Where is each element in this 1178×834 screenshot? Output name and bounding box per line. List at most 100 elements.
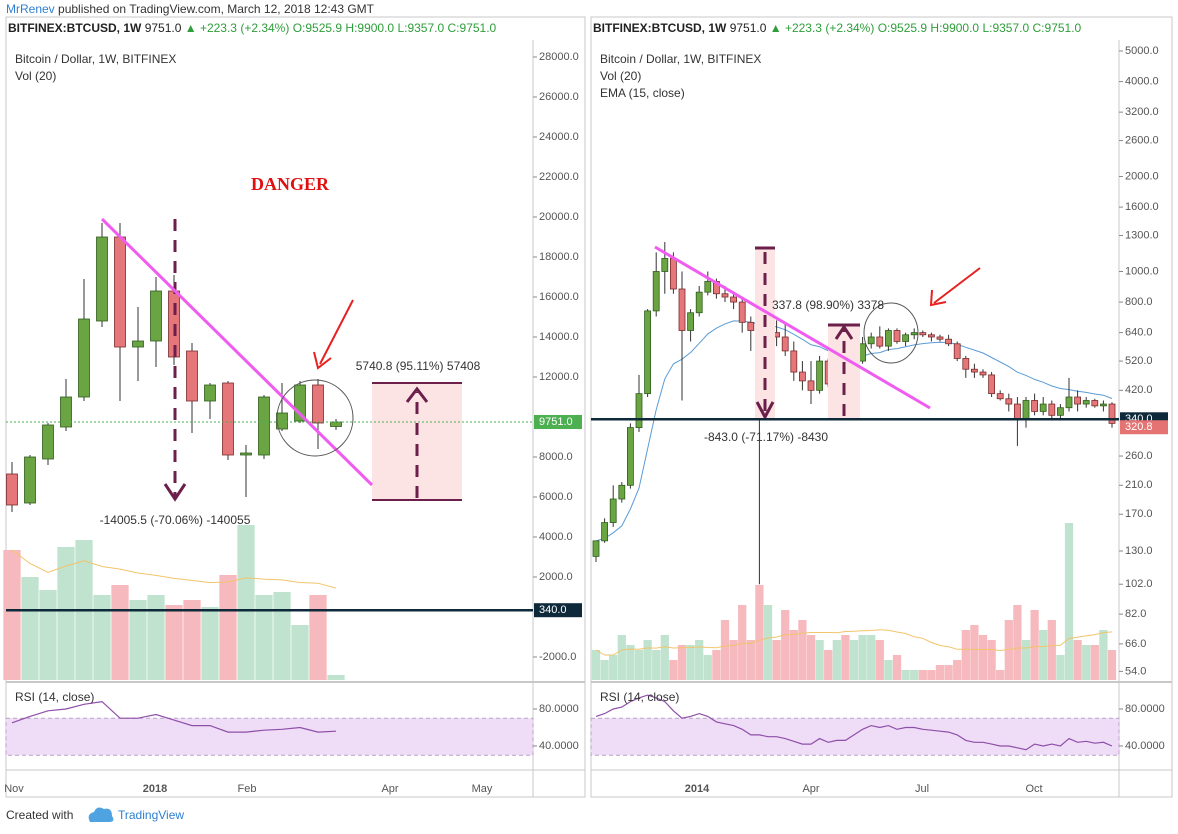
y-tick-label: 82.0	[1125, 608, 1146, 620]
ohlc: L:9357.0	[397, 21, 444, 35]
volume-bar	[763, 605, 773, 680]
volume-bar	[996, 670, 1005, 680]
labels: BITFINEX:BTCUSD, 1W 9751.0 ▲ +223.3 (+2.…	[6, 21, 1168, 704]
arrow-head	[755, 401, 775, 421]
candle-body	[609, 498, 617, 523]
volume-bar	[1056, 655, 1065, 680]
footer-brand[interactable]: TradingView	[118, 808, 184, 822]
panes: 28000.0 26000.0 24000.0 22000.0 20000.0 18000…	[4, 16, 1173, 798]
legend-entry: Bitcoin / Dollar, 1W, BITFINEX	[15, 52, 176, 66]
legend-entry: Vol (20)	[600, 69, 641, 83]
volume-bar	[183, 600, 201, 680]
volume-bar	[93, 595, 111, 680]
volume-bar	[910, 670, 919, 680]
y-tick-label: 12000.0	[539, 371, 579, 383]
candle-body	[42, 424, 54, 460]
y-tick-label: 14000.0	[539, 331, 579, 343]
legend-entry: EMA (15, close)	[600, 86, 685, 100]
volume-bar	[643, 640, 652, 680]
volume-bar	[832, 640, 841, 680]
change: ▲ +223.3 (+2.34%)	[185, 21, 290, 35]
volume-ma	[11, 549, 337, 589]
volume-bar	[849, 640, 859, 680]
price-tag	[534, 414, 582, 429]
y-tick-label: 640.0	[1125, 327, 1153, 339]
ohlc: H:9900.0	[345, 21, 394, 35]
rsi-tick-label: 80.0000	[1125, 703, 1165, 715]
candle-body	[222, 382, 234, 456]
volume-bar	[273, 592, 291, 680]
y-tick-label: 5000.0	[1125, 45, 1159, 57]
ohlc: C:9751.0	[1033, 21, 1082, 35]
ohlc: O:9525.9	[878, 21, 928, 35]
volume-bar	[111, 585, 129, 680]
y-tick-label: 2000.0	[1125, 170, 1159, 182]
annotation: -843.0 (-71.17%) -8430	[704, 430, 828, 444]
candle-body	[1100, 403, 1107, 407]
candle-body	[1014, 403, 1021, 420]
volume-bar	[720, 620, 730, 680]
volume-bar	[935, 665, 945, 680]
candle-body	[807, 380, 815, 391]
volume-bar	[858, 635, 867, 680]
volume-bar	[970, 625, 979, 680]
volume-bar	[712, 650, 721, 680]
volume-bar	[703, 655, 712, 680]
y-tick-label: 4000.0	[539, 531, 573, 543]
highlight-circle	[863, 302, 919, 364]
volume-bar	[1030, 610, 1039, 680]
x-tick-label: 2014	[685, 783, 710, 795]
candle-body	[60, 396, 72, 428]
brand-icon	[88, 807, 114, 822]
volume-bar	[901, 670, 910, 680]
candle-body	[747, 321, 755, 331]
candle-body	[1005, 398, 1013, 405]
volume-bar	[1064, 523, 1074, 680]
volume-bar	[1090, 645, 1099, 680]
volume-bar	[686, 645, 695, 680]
candle-body	[816, 360, 823, 391]
candle-body	[979, 371, 987, 376]
candle-body	[330, 421, 342, 427]
volume-bar	[1021, 640, 1031, 680]
volume-bar	[634, 650, 644, 680]
volume-bar	[738, 605, 747, 680]
volume-bar	[875, 640, 884, 680]
marks	[3, 223, 1117, 751]
candle-body	[910, 332, 918, 336]
arrow-head	[163, 483, 187, 502]
symbol: BITFINEX:BTCUSD, 1W	[8, 21, 142, 35]
volume-bar	[147, 595, 165, 680]
volume-bar	[237, 525, 255, 680]
volume-bar	[695, 640, 704, 680]
candle-body	[661, 258, 669, 272]
volume-bar	[927, 670, 936, 680]
volume-bar	[1107, 650, 1117, 680]
ohlc: H:9900.0	[930, 21, 979, 35]
candle-body	[1082, 400, 1090, 405]
candle-body	[971, 368, 978, 373]
y-tick-label: -2000.0	[539, 651, 576, 663]
volume-bar	[978, 635, 988, 680]
volume-bar	[1047, 620, 1056, 680]
pane-frame	[590, 16, 1173, 798]
x-tick-label: 2018	[143, 783, 167, 795]
candle-body	[24, 456, 36, 504]
red-arrow-head	[313, 351, 332, 370]
price-tag-label: 340.0	[539, 604, 567, 616]
volume-bar	[806, 635, 816, 680]
volume-bar	[669, 660, 678, 680]
candle-body	[670, 258, 677, 290]
volume-bar	[772, 640, 781, 680]
y-tick-label: 22000.0	[539, 171, 579, 183]
y-tick-label: 20000.0	[539, 211, 579, 223]
y-tick-label: 28000.0	[539, 51, 579, 63]
y-tick-label: 24000.0	[539, 131, 579, 143]
candle-body	[695, 291, 703, 314]
author[interactable]: MrRenev	[6, 2, 55, 16]
candle-body	[996, 393, 1004, 400]
volume-bar	[746, 640, 755, 680]
volume-bar	[1039, 630, 1048, 680]
rsi-band	[590, 717, 1120, 756]
